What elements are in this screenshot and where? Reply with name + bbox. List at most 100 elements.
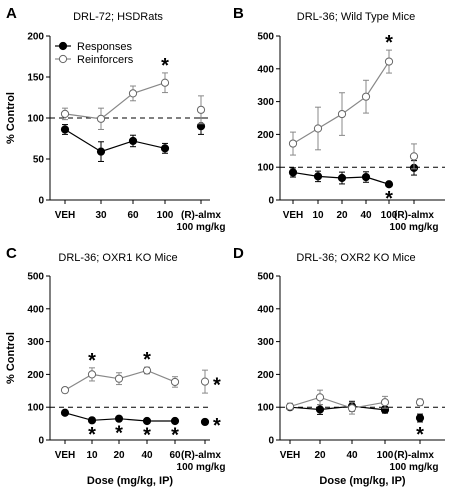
series-reinforcers xyxy=(60,72,206,130)
series-reinforcers xyxy=(60,366,210,395)
x-tick-label: 10 xyxy=(86,450,98,461)
data-point xyxy=(315,393,325,402)
x-tick-label: 40 xyxy=(360,210,372,221)
x-tick-label: 20 xyxy=(113,450,125,461)
data-point xyxy=(60,125,70,134)
y-tick-label: 300 xyxy=(257,97,274,108)
data-point xyxy=(96,147,106,156)
y-tick-label: 0 xyxy=(38,196,44,207)
significance-star: * xyxy=(213,375,221,397)
x-tick-label-line: VEH xyxy=(55,210,76,221)
data-point xyxy=(361,92,371,101)
y-tick-label: 100 xyxy=(257,163,274,174)
y-axis-label: % Control xyxy=(5,92,17,144)
data-point xyxy=(384,180,394,189)
series-reinforcers xyxy=(285,389,425,415)
y-tick-label: 200 xyxy=(257,130,274,141)
y-tick-label: 100 xyxy=(27,114,44,125)
x-tick-label: 60 xyxy=(127,210,139,221)
panel-letter: A xyxy=(6,5,17,22)
data-point xyxy=(337,173,347,183)
x-tick-label-line: 100 xyxy=(377,450,394,461)
series-line xyxy=(289,405,386,411)
x-tick-label-line: 100 mg/kg xyxy=(177,462,226,473)
x-tick-label-line: 100 mg/kg xyxy=(390,462,439,473)
x-tick-label: VEH xyxy=(55,450,76,461)
x-tick-label-line: 100 mg/kg xyxy=(390,222,439,233)
x-tick-label: VEH xyxy=(55,210,76,221)
data-point xyxy=(114,374,124,383)
x-tick-label-line: 10 xyxy=(312,210,324,221)
x-tick-label-line: (R)-almx xyxy=(181,450,221,461)
series-line xyxy=(64,82,166,120)
panel-title: DRL-36; OXR2 KO Mice xyxy=(296,252,415,264)
x-tick-label-line: 60 xyxy=(169,450,181,461)
y-tick-label: 400 xyxy=(257,304,274,315)
x-tick-label: (R)-almx 100 mg/kg xyxy=(390,450,439,473)
data-point xyxy=(160,78,170,87)
y-tick-label: 300 xyxy=(27,337,44,348)
x-tick-label: (R)-almx 100 mg/kg xyxy=(390,210,439,233)
series-line xyxy=(289,396,386,409)
y-tick-label: 500 xyxy=(257,32,274,43)
y-tick-label: 100 xyxy=(257,403,274,414)
series-reinforcers xyxy=(288,49,419,170)
y-tick-label: 500 xyxy=(257,272,274,283)
significance-star: * xyxy=(115,422,123,444)
data-point xyxy=(415,413,425,423)
data-point xyxy=(384,57,394,66)
significance-star: * xyxy=(416,424,424,446)
data-point xyxy=(313,124,323,133)
data-point xyxy=(170,377,180,387)
data-point xyxy=(288,168,298,177)
y-tick-label: 400 xyxy=(27,304,44,315)
x-tick-label: 100 xyxy=(377,450,394,461)
panel-letter: D xyxy=(233,245,244,262)
y-tick-label: 50 xyxy=(33,155,45,166)
x-axis-label: Dose (mg/kg, IP) xyxy=(87,475,174,487)
panel-title: DRL-36; Wild Type Mice xyxy=(297,11,415,23)
data-point xyxy=(60,408,70,417)
significance-star: * xyxy=(213,415,221,437)
data-point xyxy=(170,416,180,426)
data-point xyxy=(415,398,425,407)
data-point xyxy=(361,172,371,182)
legend-marker xyxy=(58,54,68,64)
x-tick-label: 30 xyxy=(95,210,107,221)
x-tick-label: 100 xyxy=(157,210,174,221)
x-tick-label-line: 60 xyxy=(127,210,139,221)
y-tick-label: 200 xyxy=(27,32,44,43)
data-point xyxy=(288,139,298,148)
data-point xyxy=(142,366,152,375)
x-tick-label-line: 10 xyxy=(86,450,98,461)
x-tick-label: VEH xyxy=(283,210,304,221)
y-tick-label: 200 xyxy=(27,370,44,381)
series-responses xyxy=(60,117,206,162)
legend-label: Reinforcers xyxy=(77,54,134,66)
data-point xyxy=(128,136,138,146)
x-tick-label-line: VEH xyxy=(283,210,304,221)
data-point xyxy=(114,414,124,423)
x-tick-label: VEH xyxy=(280,450,301,461)
series-responses xyxy=(288,160,419,189)
x-tick-label-line: 40 xyxy=(360,210,372,221)
data-point xyxy=(315,405,325,414)
significance-star: * xyxy=(171,425,179,447)
x-tick-label-line: 20 xyxy=(314,450,326,461)
panel-title: DRL-36; OXR1 KO Mice xyxy=(58,252,177,264)
x-tick-label-line: 30 xyxy=(95,210,107,221)
data-point xyxy=(96,114,106,123)
x-tick-label-line: (R)-almx xyxy=(181,210,221,221)
panel-letter: C xyxy=(6,245,17,262)
data-point xyxy=(196,105,206,114)
data-point xyxy=(200,417,210,427)
y-tick-label: 300 xyxy=(257,337,274,348)
y-axis-label: % Control xyxy=(5,332,17,384)
data-point xyxy=(347,404,357,413)
significance-star: * xyxy=(88,424,96,446)
series-responses xyxy=(60,408,210,427)
data-point xyxy=(128,89,138,98)
x-tick-label-line: 40 xyxy=(346,450,358,461)
